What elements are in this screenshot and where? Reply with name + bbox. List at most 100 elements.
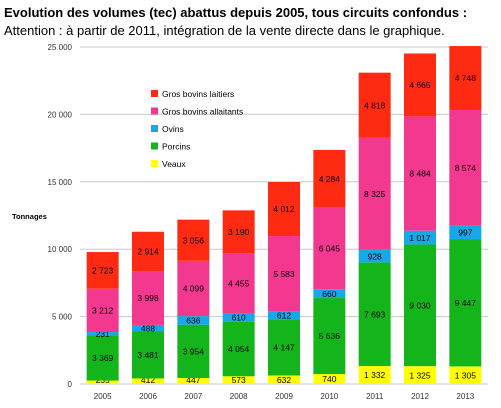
bar-segment <box>86 332 119 336</box>
bar-segment <box>404 116 436 231</box>
bar-segment <box>404 244 436 367</box>
bar-segment <box>449 366 482 384</box>
bar-segment <box>358 262 391 367</box>
legend-swatch <box>151 142 158 150</box>
data-label: 8 484 <box>409 169 431 179</box>
bar-segment <box>222 210 255 254</box>
chart-title: Evolution des volumes (tec) abattus depu… <box>4 5 468 20</box>
bar-segment <box>268 181 300 237</box>
legend-label: Gros bovins allaitants <box>162 107 243 117</box>
x-tick-label: 2011 <box>366 392 384 401</box>
bar-segment <box>86 288 119 333</box>
x-tick-label: 2006 <box>139 392 157 401</box>
x-tick-label: 2008 <box>230 392 248 401</box>
bar-segment <box>449 239 482 367</box>
data-label: 5 636 <box>319 331 341 341</box>
data-label: 412 <box>141 375 155 385</box>
bar-segment <box>177 324 210 378</box>
data-label: 1 017 <box>409 233 431 243</box>
bar-segment <box>86 252 119 289</box>
data-label: 7 693 <box>364 309 386 319</box>
bar-segment <box>358 137 391 250</box>
data-label: 3 954 <box>183 347 205 357</box>
bar-segment <box>404 53 436 117</box>
bar-segment <box>313 289 346 299</box>
bar-segment <box>86 380 119 384</box>
legend-label: Porcins <box>162 142 190 152</box>
data-label: 660 <box>322 289 336 299</box>
data-label: 4 818 <box>364 100 386 110</box>
y-tick-label: 0 <box>68 380 73 389</box>
data-label: 4 455 <box>228 279 250 289</box>
bar-segment <box>222 376 255 384</box>
data-label: 4 147 <box>273 343 295 353</box>
y-tick-label: 5 000 <box>52 313 73 322</box>
data-label: 4 665 <box>409 80 431 90</box>
bar-segment <box>268 236 300 312</box>
bar-segment <box>404 366 436 384</box>
bar-segment <box>268 319 300 376</box>
bar-segment <box>86 335 119 381</box>
data-label: 3 212 <box>92 306 114 316</box>
data-label: 3 369 <box>92 353 114 363</box>
bar-segment <box>177 219 210 261</box>
legend-swatch <box>151 160 158 167</box>
data-label: 3 056 <box>183 235 205 245</box>
chart-header: Evolution des volumes (tec) abattus depu… <box>4 4 498 39</box>
bar-segment <box>222 321 255 377</box>
data-label: 4 748 <box>455 73 477 83</box>
bar-segment <box>313 298 346 375</box>
data-label: 8 574 <box>455 163 477 173</box>
bar-segment <box>449 225 482 240</box>
data-label: 9 030 <box>409 300 431 310</box>
bar-segment <box>313 149 346 208</box>
data-label: 573 <box>232 375 246 385</box>
data-label: 632 <box>277 375 291 385</box>
data-label: 3 190 <box>228 227 250 237</box>
bar-segment <box>358 72 391 138</box>
data-label: 4 284 <box>319 174 341 184</box>
x-tick-label: 2012 <box>411 392 429 401</box>
bar-segment <box>177 316 210 325</box>
x-tick-label: 2009 <box>275 392 293 401</box>
data-label: 9 447 <box>455 298 477 308</box>
y-tick-label: 15 000 <box>48 178 73 187</box>
bar-segment <box>449 46 482 111</box>
data-label: 488 <box>141 323 155 333</box>
data-label: 3 998 <box>137 293 159 303</box>
data-label: 8 325 <box>364 189 386 199</box>
legend-label: Gros bovins laitiers <box>162 89 234 99</box>
data-label: 636 <box>186 316 200 326</box>
bar-segment <box>313 374 346 384</box>
data-label: 4 054 <box>228 344 250 354</box>
bar-segment <box>449 110 482 226</box>
y-tick-label: 10 000 <box>48 245 73 254</box>
data-label: 447 <box>186 375 200 385</box>
bar-segment <box>132 324 164 332</box>
data-label: 997 <box>458 228 472 238</box>
bar-segment <box>132 231 164 272</box>
data-label: 6 045 <box>319 244 341 254</box>
x-tick-label: 2007 <box>184 392 202 401</box>
data-label: 1 305 <box>455 370 477 380</box>
bar-segment <box>132 331 164 379</box>
bar-segment <box>404 230 436 245</box>
data-label: 2 723 <box>92 266 114 276</box>
bar-segment <box>358 249 391 263</box>
bar-segment <box>177 377 210 384</box>
legend-swatch <box>151 125 158 132</box>
legend-label: Veaux <box>162 159 186 169</box>
data-label: 928 <box>368 251 382 261</box>
y-tick-label: 20 000 <box>48 110 73 119</box>
bar-segment <box>132 271 164 325</box>
data-label: 4 012 <box>273 204 295 214</box>
data-label: 610 <box>232 313 246 323</box>
bar-segment <box>268 375 300 384</box>
legend-label: Ovins <box>162 124 184 134</box>
data-label: 1 325 <box>409 370 431 380</box>
x-tick-label: 2010 <box>320 392 338 401</box>
bar-segment <box>222 313 255 322</box>
x-tick-label: 2005 <box>94 392 112 401</box>
data-label: 3 481 <box>137 350 159 360</box>
